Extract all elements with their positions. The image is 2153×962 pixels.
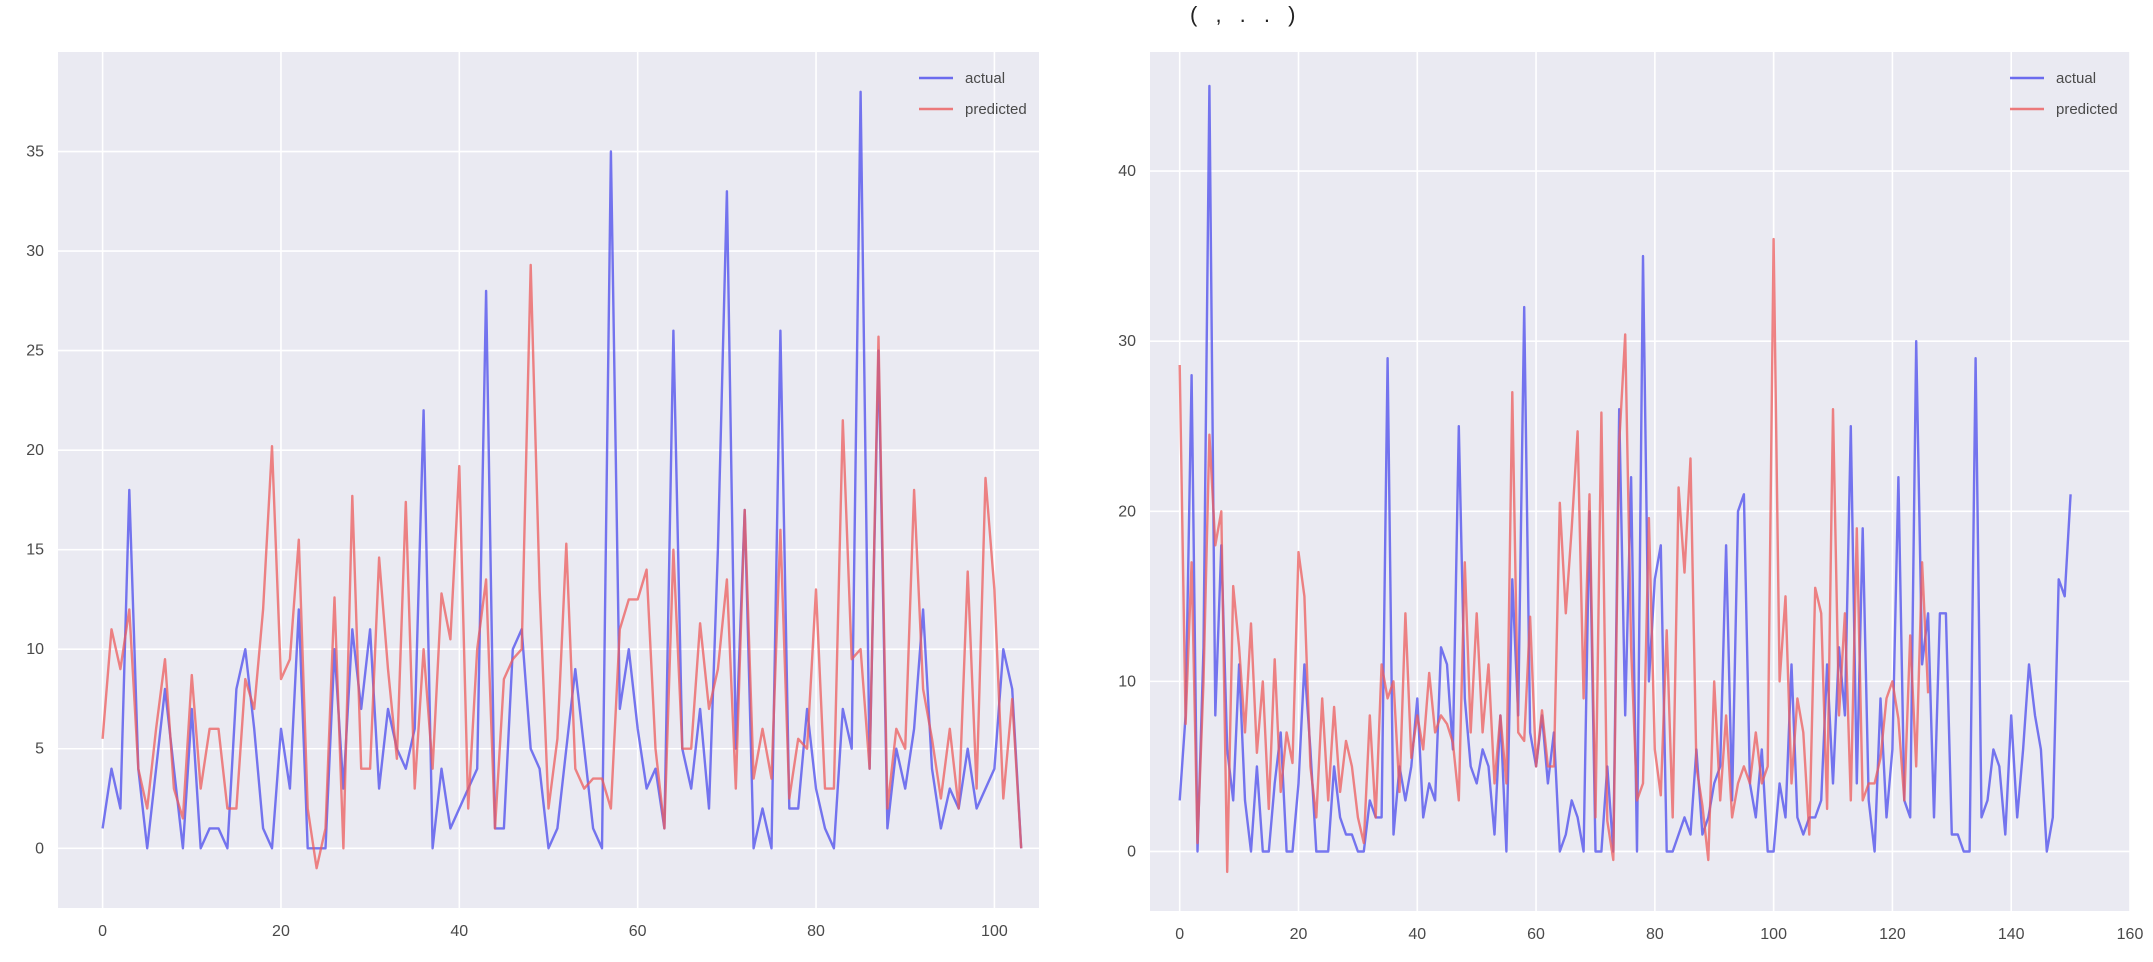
y-tick-label: 20	[26, 442, 44, 459]
legend-label-predicted: predicted	[2056, 101, 2118, 118]
x-tick-label: 60	[1527, 926, 1545, 943]
x-tick-label: 100	[981, 923, 1008, 940]
y-tick-label: 25	[26, 343, 44, 360]
x-tick-label: 40	[1408, 926, 1426, 943]
x-tick-label: 160	[2117, 926, 2144, 943]
y-tick-label: 0	[35, 840, 44, 857]
x-tick-label: 40	[450, 923, 468, 940]
chart-right: 0 20 40 60 80 100 120 140 160 0 10 20 30 40 actual pred…	[1118, 52, 2143, 943]
series-line-actual	[101, 90, 1023, 850]
series-line-predicted	[101, 263, 1023, 870]
y-tick-label: 10	[26, 641, 44, 658]
x-tick-label: 80	[807, 923, 825, 940]
y-tick-label: 30	[26, 243, 44, 260]
x-tick-label: 120	[1879, 926, 1906, 943]
legend-label-predicted: predicted	[965, 101, 1027, 118]
y-tick-label: 35	[26, 144, 44, 161]
x-tick-label: 140	[1998, 926, 2025, 943]
chart-left: 0 20 40 60 80 100 0 5 10 15 20 25 30 35 actual predicte…	[26, 52, 1039, 940]
x-tick-label: 0	[98, 923, 107, 940]
y-tick-label: 10	[1118, 673, 1136, 690]
y-tick-label: 5	[35, 741, 44, 758]
legend-label-actual: actual	[965, 70, 1005, 87]
x-tick-label: 20	[272, 923, 290, 940]
x-tick-label: 20	[1290, 926, 1308, 943]
y-tick-label: 0	[1127, 843, 1136, 860]
y-tick-label: 30	[1118, 333, 1136, 350]
legend-label-actual: actual	[2056, 70, 2096, 87]
y-tick-label: 20	[1118, 503, 1136, 520]
x-tick-label: 60	[629, 923, 647, 940]
x-tick-label: 100	[1760, 926, 1787, 943]
y-tick-label: 40	[1118, 163, 1136, 180]
series-line-predicted	[1178, 237, 1930, 874]
x-tick-label: 0	[1175, 926, 1184, 943]
series-line-actual	[1178, 84, 2072, 853]
y-tick-label: 15	[26, 542, 44, 559]
x-tick-label: 80	[1646, 926, 1664, 943]
top-text-fragment: ( , . . )	[1190, 2, 1302, 27]
